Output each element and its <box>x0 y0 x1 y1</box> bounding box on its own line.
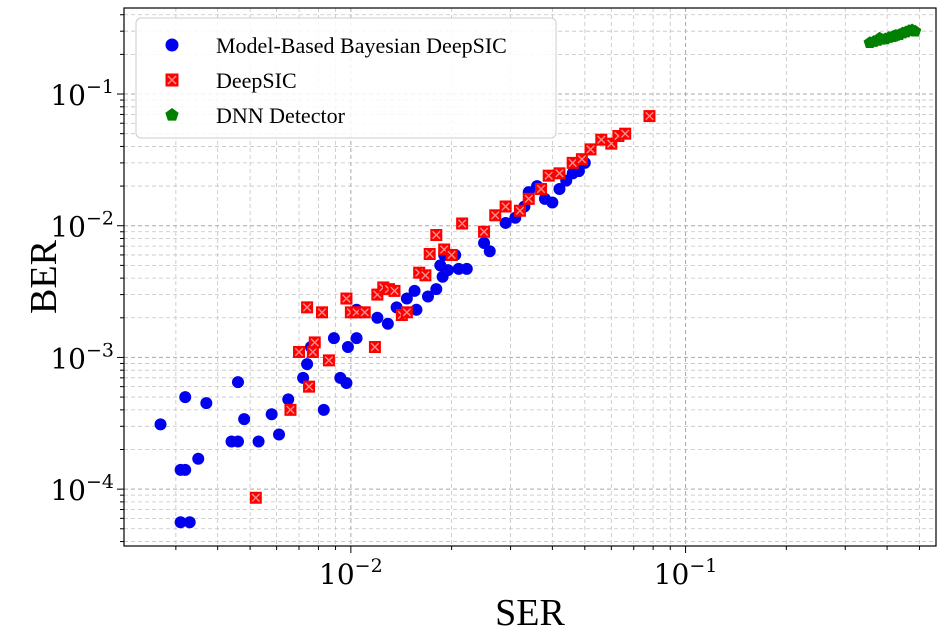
data-point <box>643 110 656 123</box>
data-point <box>619 127 632 140</box>
data-point <box>513 204 526 217</box>
data-point <box>368 341 381 354</box>
data-point <box>888 29 901 42</box>
data-point <box>419 269 432 282</box>
data-point <box>478 225 491 238</box>
data-point <box>265 408 278 421</box>
data-point <box>546 196 559 209</box>
data-point <box>317 403 330 416</box>
plot-frame <box>123 7 937 547</box>
data-points <box>154 23 922 529</box>
legend-box <box>135 17 557 139</box>
data-point <box>542 169 555 182</box>
x-axis-label: SER <box>495 592 565 634</box>
data-point <box>284 403 297 416</box>
data-point <box>371 311 384 324</box>
data-point <box>301 301 314 314</box>
data-point <box>341 341 354 354</box>
data-point <box>908 24 922 37</box>
data-point <box>445 248 458 261</box>
data-point <box>566 156 579 169</box>
data-point <box>400 306 413 319</box>
legend: Model-Based Bayesian DeepSIC DeepSIC DNN D… <box>135 17 557 139</box>
legend-label: DeepSIC <box>216 68 297 93</box>
data-point <box>231 376 244 389</box>
data-point <box>179 463 192 476</box>
x-tick-label: 10−2 <box>319 555 383 591</box>
data-point <box>238 413 251 426</box>
data-point <box>293 345 306 358</box>
data-point <box>522 192 535 205</box>
data-point <box>322 354 335 367</box>
data-point <box>350 332 363 345</box>
data-point <box>306 345 319 358</box>
data-point <box>388 284 401 297</box>
data-point <box>499 216 512 229</box>
data-point <box>408 284 421 297</box>
data-point <box>456 217 469 230</box>
data-point <box>340 376 353 389</box>
data-point <box>249 491 262 504</box>
data-point <box>595 133 608 146</box>
data-point <box>421 290 434 303</box>
y-tick-label: 10−1 <box>50 76 114 112</box>
data-point <box>400 292 413 305</box>
legend-marker <box>165 38 179 52</box>
data-point <box>358 306 371 319</box>
legend-item: Model-Based Bayesian DeepSIC <box>165 33 507 58</box>
series-2 <box>249 110 656 504</box>
legend-marker <box>165 108 179 121</box>
data-point <box>282 393 295 406</box>
data-point <box>231 435 244 448</box>
data-point <box>499 200 512 213</box>
legend-item: DeepSIC <box>165 68 297 93</box>
data-point <box>308 336 321 349</box>
legend-label: Model-Based Bayesian DeepSIC <box>216 33 507 58</box>
x-tick-label: 10−1 <box>654 555 718 591</box>
data-point <box>183 516 196 529</box>
data-point <box>553 183 566 196</box>
legend-label: DNN Detector <box>216 103 346 128</box>
data-point <box>489 209 502 222</box>
legend-item: DNN Detector <box>165 103 346 128</box>
data-point <box>192 452 205 465</box>
data-point <box>381 317 394 330</box>
data-point <box>200 397 213 410</box>
data-point <box>327 332 340 345</box>
y-tick-label: 10−3 <box>50 339 114 375</box>
data-point <box>154 418 167 431</box>
data-point <box>316 306 329 319</box>
data-point <box>303 380 316 393</box>
data-point <box>460 262 473 275</box>
data-point <box>483 245 496 258</box>
data-point <box>575 153 588 166</box>
data-point <box>410 303 423 316</box>
data-point <box>273 428 286 441</box>
data-point <box>430 283 443 296</box>
y-tick-label: 10−4 <box>50 471 114 507</box>
data-point <box>301 358 314 371</box>
data-point <box>430 229 443 242</box>
data-point <box>423 248 436 261</box>
data-point <box>252 435 265 448</box>
data-point <box>553 167 566 180</box>
data-point <box>535 183 548 196</box>
data-point <box>441 264 454 277</box>
data-point <box>584 143 597 156</box>
data-point <box>179 391 192 404</box>
y-axis-label: BER <box>23 239 65 314</box>
legend-marker <box>165 73 179 87</box>
data-point <box>873 31 886 44</box>
data-point <box>174 516 187 529</box>
axis-ticks: 10−2 10−1 10−4 10−3 10−2 10−1 <box>50 14 921 591</box>
series-3 <box>863 23 922 49</box>
y-tick-label: 10−2 <box>50 208 114 244</box>
data-point <box>340 292 353 305</box>
